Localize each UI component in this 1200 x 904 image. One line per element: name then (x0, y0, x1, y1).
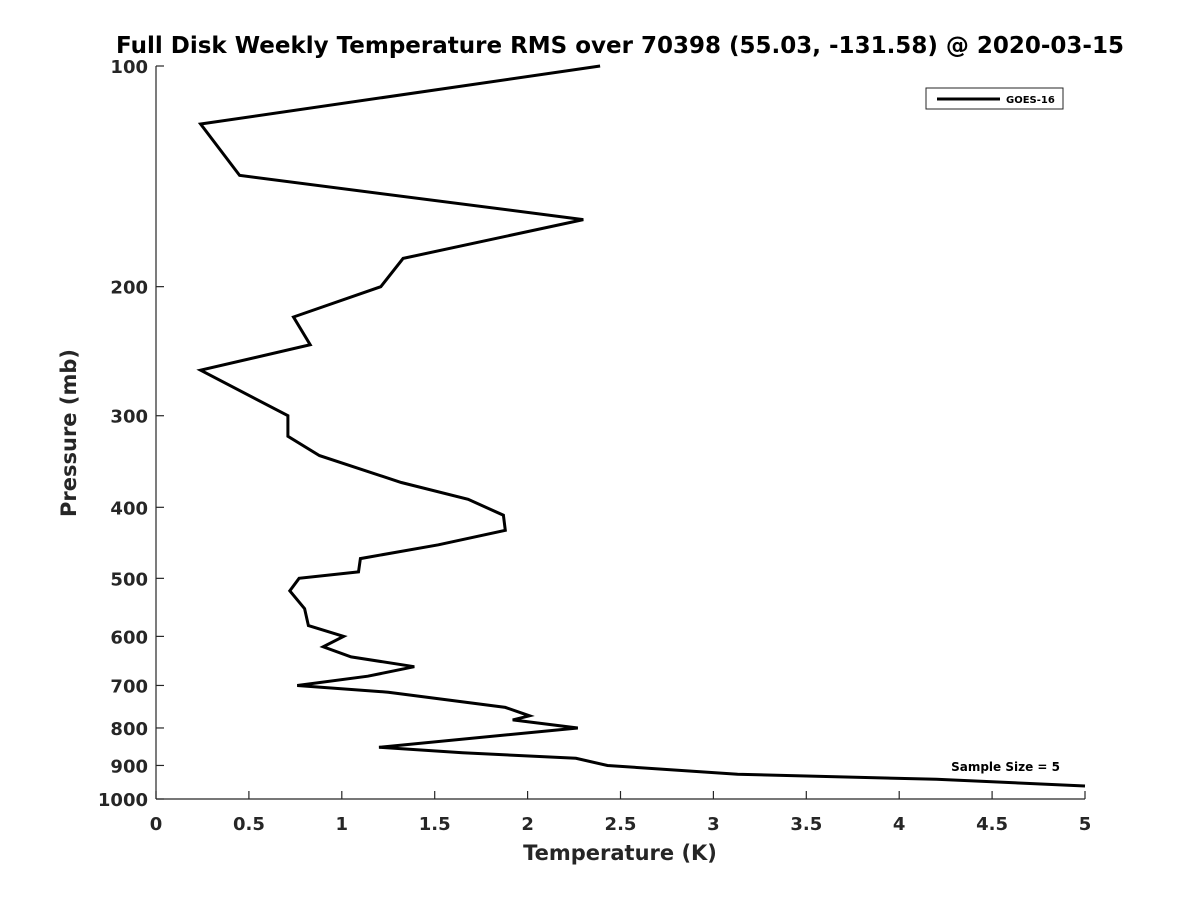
y-tick-label: 800 (110, 719, 148, 740)
y-tick-label: 1000 (98, 790, 148, 811)
x-tick-label: 2 (521, 814, 534, 835)
series-group (196, 64, 1086, 788)
x-tick-label: 3 (707, 814, 720, 835)
chart-title: Full Disk Weekly Temperature RMS over 70… (116, 33, 1124, 59)
y-axis-label: Pressure (mb) (57, 349, 81, 517)
x-tick-label: 3.5 (790, 814, 822, 835)
legend-entry-goes-16: GOES-16 (1006, 95, 1055, 106)
x-tick-label: 5 (1079, 814, 1092, 835)
y-tick-label: 900 (110, 756, 148, 777)
y-tick-label: 200 (110, 278, 148, 299)
x-tick-label: 1.5 (419, 814, 451, 835)
y-tick-label: 100 (110, 57, 148, 78)
x-tick-label: 1 (336, 814, 349, 835)
x-tick-label: 0 (150, 814, 163, 835)
y-tick-label: 300 (110, 407, 148, 428)
series-line-goes-16 (196, 64, 1086, 788)
y-tick-label: 400 (110, 498, 148, 519)
y-tick-label: 500 (110, 569, 148, 590)
x-tick-label: 4 (893, 814, 906, 835)
x-axis-label: Temperature (K) (523, 841, 717, 865)
y-ticks: 100 200 300 400 500 600 700 800 900 1000 (98, 57, 164, 811)
x-tick-label: 2.5 (605, 814, 637, 835)
y-tick-label: 700 (110, 676, 148, 697)
legend: GOES-16 (925, 87, 1064, 110)
y-tick-label: 600 (110, 627, 148, 648)
x-tick-label: 0.5 (233, 814, 265, 835)
x-ticks: 0 0.5 1 1.5 2 2.5 3 3.5 4 4.5 5 (150, 791, 1092, 835)
sample-size-annotation: Sample Size = 5 (951, 760, 1060, 774)
x-tick-label: 4.5 (976, 814, 1008, 835)
